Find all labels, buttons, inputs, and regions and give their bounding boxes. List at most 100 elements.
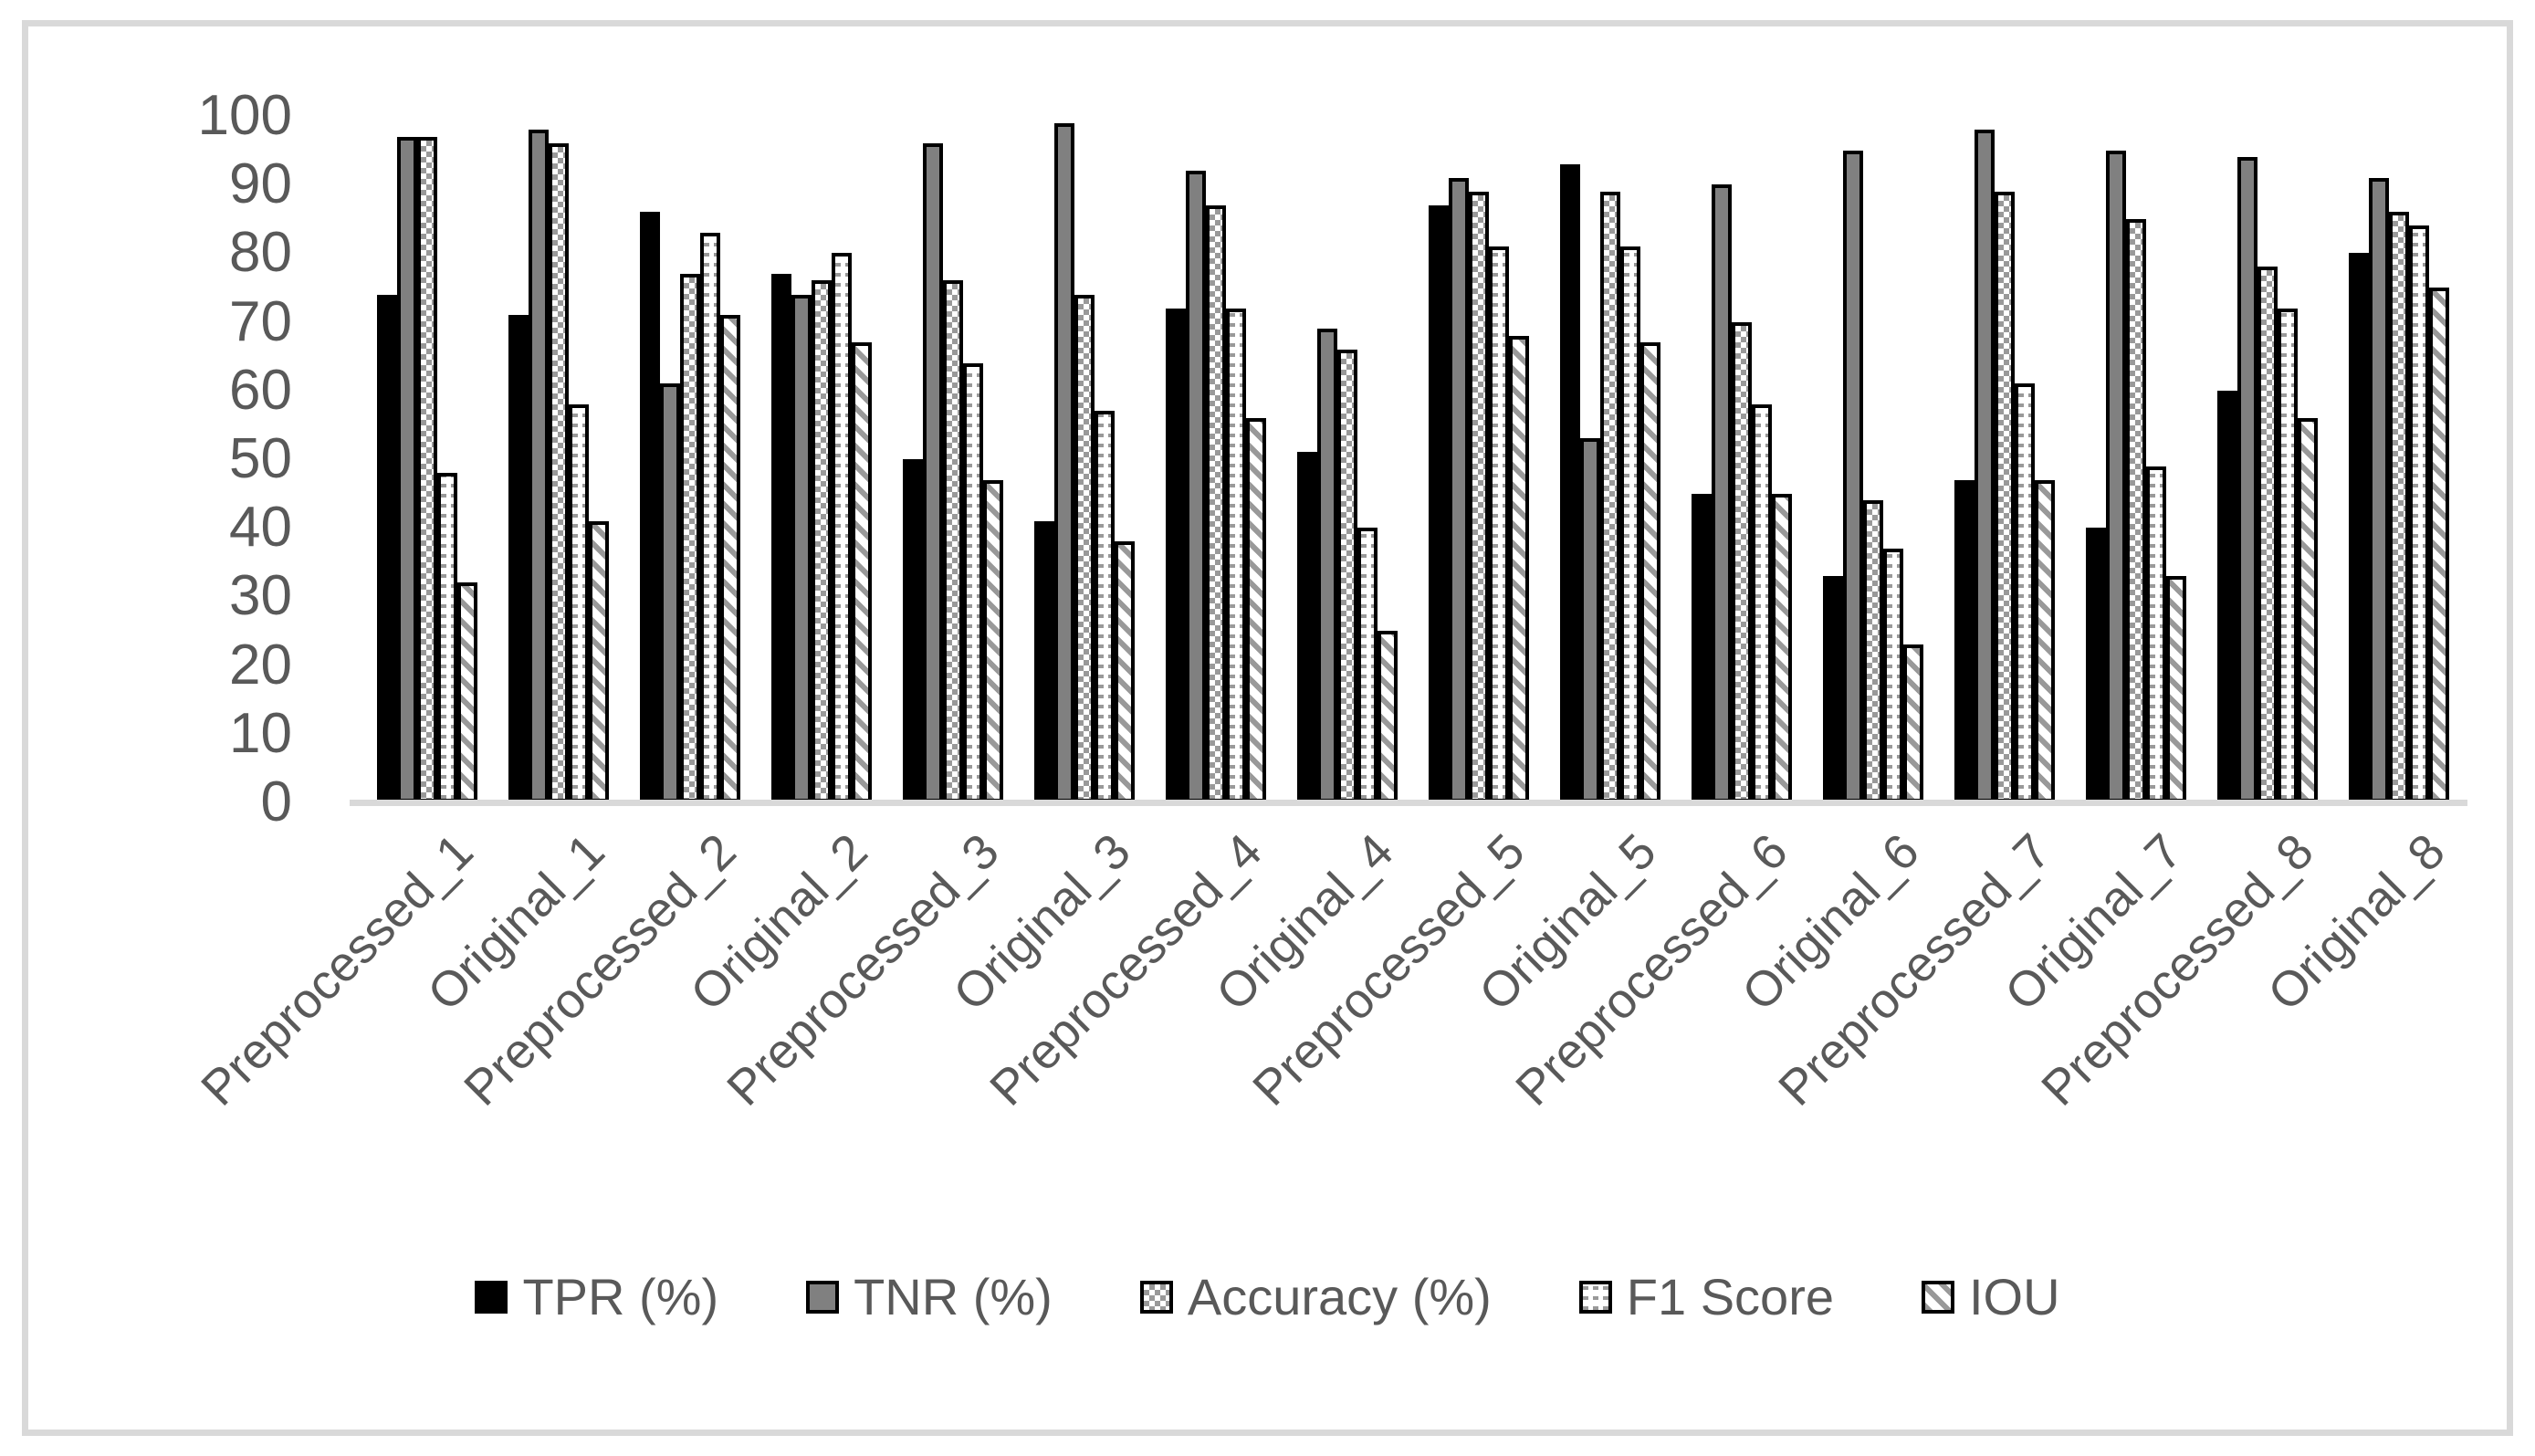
bar-group-preprocessed_6	[1676, 116, 1807, 802]
legend-swatch-iou	[1921, 1280, 1954, 1314]
bar-tnr-original_6	[1843, 151, 1863, 802]
legend-swatch-f1	[1578, 1280, 1612, 1314]
legend-label-tnr: TNR (%)	[854, 1268, 1053, 1325]
bar-group-original_1	[493, 116, 624, 802]
y-axis-tick-label: 40	[229, 496, 292, 560]
bar-f1-preprocessed_8	[2278, 309, 2298, 802]
bar-acc-preprocessed_7	[1995, 192, 2015, 802]
bar-group-original_4	[1282, 116, 1413, 802]
bar-tnr-original_2	[791, 295, 812, 802]
bar-acc-preprocessed_5	[1469, 192, 1489, 802]
bar-acc-preprocessed_4	[1206, 205, 1226, 802]
y-axis-tick-label: 90	[229, 152, 292, 216]
bar-iou-original_1	[589, 521, 609, 802]
bar-tnr-preprocessed_1	[397, 137, 417, 802]
bar-tnr-preprocessed_6	[1712, 184, 1732, 802]
bar-f1-original_8	[2409, 225, 2429, 802]
bar-tpr-preprocessed_3	[903, 459, 923, 802]
bar-iou-original_4	[1377, 631, 1398, 802]
bar-acc-original_4	[1337, 350, 1357, 802]
bar-acc-original_5	[1600, 192, 1620, 802]
legend-item-tnr: TNR (%)	[806, 1267, 1053, 1326]
bar-iou-original_8	[2429, 288, 2449, 802]
legend-label-f1: F1 Score	[1626, 1268, 1834, 1325]
bar-group-preprocessed_2	[624, 116, 756, 802]
bar-tnr-preprocessed_5	[1449, 178, 1469, 802]
bar-acc-preprocessed_6	[1732, 322, 1752, 802]
bar-f1-original_5	[1620, 246, 1640, 802]
bar-f1-preprocessed_1	[437, 473, 457, 802]
bar-tnr-original_7	[2106, 151, 2126, 802]
y-axis-tick-label: 50	[229, 427, 292, 490]
y-axis-tick-label: 80	[229, 221, 292, 285]
bar-tpr-original_3	[1034, 521, 1054, 802]
bar-tnr-preprocessed_2	[660, 383, 680, 802]
bar-iou-preprocessed_4	[1246, 418, 1266, 802]
bar-tnr-preprocessed_4	[1186, 171, 1206, 802]
bar-tnr-preprocessed_7	[1975, 130, 1995, 802]
bar-f1-original_7	[2146, 466, 2166, 802]
legend-item-acc: Accuracy (%)	[1139, 1267, 1492, 1326]
bar-group-original_8	[2333, 116, 2465, 802]
bar-f1-original_2	[832, 253, 852, 802]
bar-iou-original_5	[1640, 342, 1660, 802]
bar-group-original_2	[756, 116, 887, 802]
bar-tnr-original_3	[1054, 123, 1074, 802]
y-axis-tick-label: 100	[197, 84, 292, 147]
bar-tpr-preprocessed_8	[2217, 391, 2237, 802]
bar-acc-preprocessed_1	[417, 137, 437, 802]
bar-acc-preprocessed_8	[2257, 267, 2278, 802]
bar-iou-preprocessed_6	[1772, 494, 1792, 802]
bar-iou-original_7	[2166, 576, 2186, 802]
bar-tpr-original_6	[1823, 576, 1843, 802]
bar-group-preprocessed_3	[887, 116, 1019, 802]
legend-item-iou: IOU	[1921, 1267, 2060, 1326]
y-axis-tick-label: 70	[229, 289, 292, 353]
plot-area	[361, 116, 2465, 802]
bar-acc-original_7	[2126, 219, 2146, 802]
y-axis-tick-label: 30	[229, 564, 292, 628]
bar-iou-preprocessed_3	[983, 480, 1003, 802]
bar-group-preprocessed_5	[1413, 116, 1545, 802]
bar-tnr-original_1	[529, 130, 549, 802]
bar-iou-preprocessed_1	[457, 582, 477, 802]
bar-f1-original_4	[1357, 528, 1377, 802]
y-axis-tick-label: 60	[229, 358, 292, 422]
bar-f1-original_3	[1095, 411, 1115, 802]
bar-acc-original_2	[812, 280, 832, 802]
bar-group-preprocessed_8	[2202, 116, 2333, 802]
bar-acc-original_3	[1074, 295, 1095, 802]
bar-tnr-original_8	[2369, 178, 2389, 802]
bar-f1-preprocessed_4	[1226, 309, 1246, 802]
bar-group-original_7	[2070, 116, 2202, 802]
bar-group-preprocessed_1	[361, 116, 493, 802]
legend-swatch-tnr	[806, 1280, 840, 1314]
bar-group-original_3	[1019, 116, 1150, 802]
bar-tpr-original_8	[2349, 253, 2369, 802]
legend-item-tpr: TPR (%)	[475, 1267, 718, 1326]
bar-acc-original_6	[1863, 500, 1883, 802]
bar-tpr-preprocessed_6	[1692, 494, 1712, 802]
bar-tpr-original_7	[2086, 528, 2106, 802]
bar-tnr-preprocessed_8	[2237, 157, 2257, 802]
bar-acc-original_1	[549, 143, 569, 802]
bar-acc-preprocessed_3	[943, 280, 963, 802]
bar-group-preprocessed_4	[1150, 116, 1282, 802]
bar-f1-preprocessed_3	[963, 363, 983, 802]
bar-group-original_6	[1807, 116, 1939, 802]
legend-label-iou: IOU	[1968, 1268, 2060, 1325]
bar-tpr-original_2	[771, 274, 791, 802]
bar-group-original_5	[1545, 116, 1676, 802]
y-axis-tick-label: 0	[260, 770, 292, 833]
bar-tpr-preprocessed_7	[1954, 480, 1975, 802]
bar-tpr-preprocessed_5	[1429, 205, 1449, 802]
bar-tpr-original_1	[508, 315, 529, 802]
legend: TPR (%) TNR (%) Accuracy (%) F1 Score IOU	[0, 1267, 2535, 1326]
bar-tnr-original_5	[1580, 438, 1600, 802]
bar-tpr-original_4	[1297, 452, 1317, 802]
bar-acc-original_8	[2389, 212, 2409, 802]
bar-iou-original_3	[1115, 541, 1135, 802]
legend-item-f1: F1 Score	[1578, 1267, 1834, 1326]
bar-tpr-original_5	[1560, 164, 1580, 802]
bar-f1-preprocessed_7	[2015, 383, 2035, 802]
